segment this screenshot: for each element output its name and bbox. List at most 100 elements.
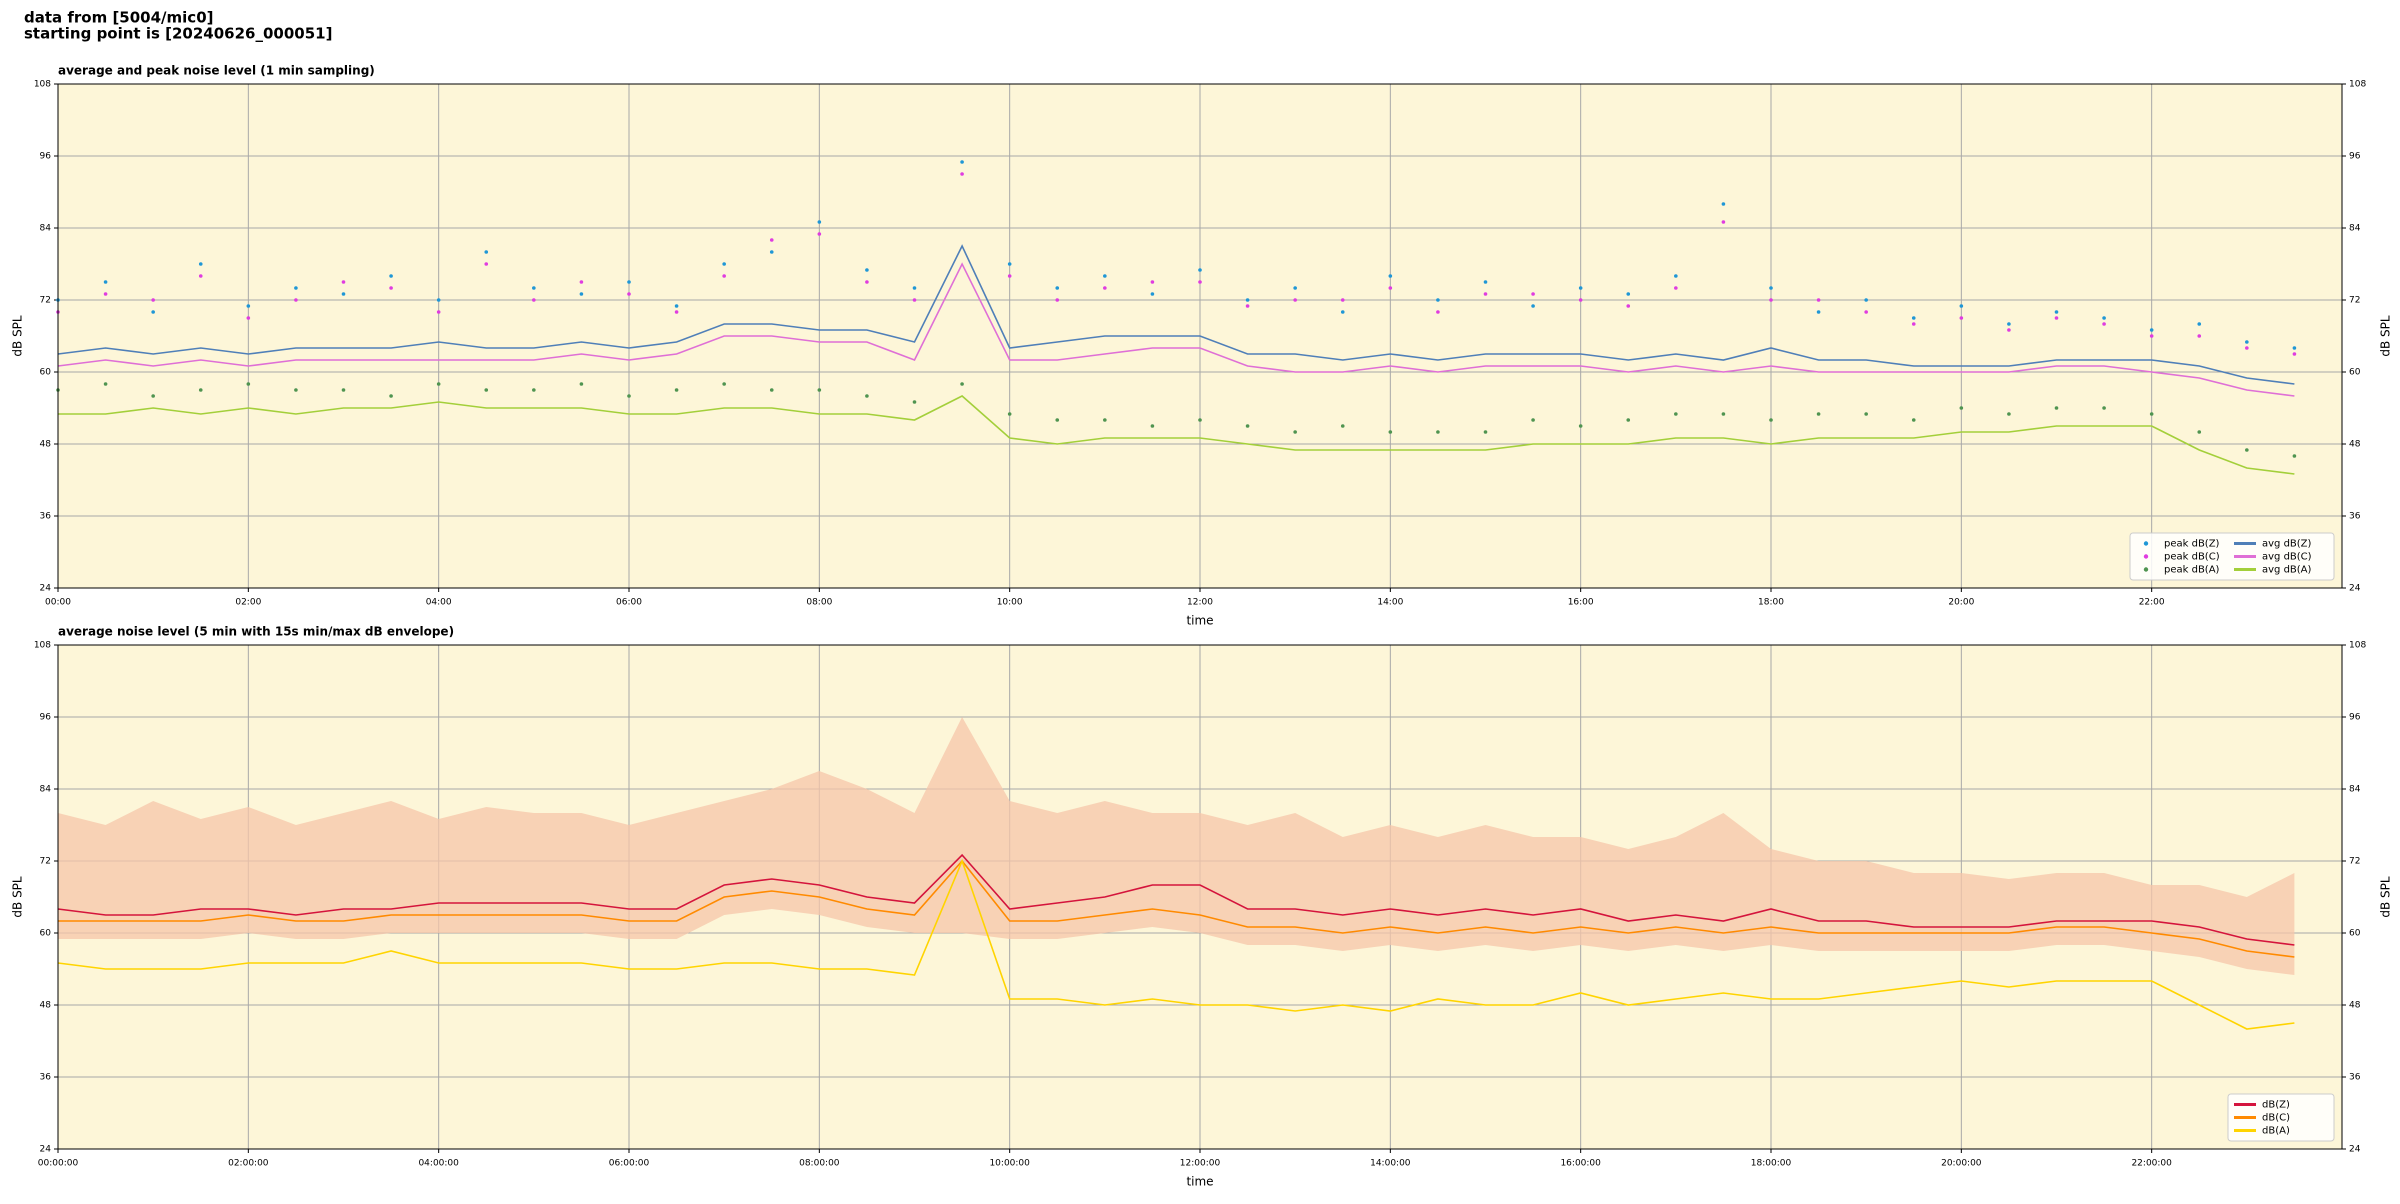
y-tick-label-right: 84 xyxy=(2349,785,2361,795)
peak-marker xyxy=(817,220,822,224)
peak-marker xyxy=(1198,280,1202,284)
x-tick-label: 14:00:00 xyxy=(1370,1159,1411,1169)
header-line: data from [5004/mic0] xyxy=(24,9,214,27)
peak-marker xyxy=(769,388,774,392)
series-line xyxy=(57,262,2295,397)
peak-marker xyxy=(2007,328,2011,332)
peak-marker xyxy=(1769,298,1773,302)
x-tick-label: 06:00 xyxy=(616,598,642,608)
peak-marker xyxy=(912,400,917,404)
y-tick-label: 84 xyxy=(40,224,52,234)
y-tick-label: 48 xyxy=(40,1001,52,1011)
panel-title: average and peak noise level (1 min samp… xyxy=(58,64,375,78)
peak-marker xyxy=(1769,418,1773,422)
peak-marker xyxy=(1674,286,1678,290)
panel: average and peak noise level (1 min samp… xyxy=(11,64,2393,628)
peak-marker xyxy=(865,280,869,284)
peak-marker xyxy=(1911,322,1916,326)
y-tick-label-right: 48 xyxy=(2349,1001,2361,1011)
legend-marker xyxy=(2143,541,2149,546)
plot-frame xyxy=(57,644,2343,1150)
peak-marker xyxy=(103,292,108,296)
peak-marker xyxy=(674,304,679,308)
x-tick-label: 12:00:00 xyxy=(1180,1159,1221,1169)
peak-marker xyxy=(341,292,346,296)
y-tick-label-right: 60 xyxy=(2349,368,2361,378)
y-tick-label-right: 72 xyxy=(2349,857,2360,867)
peak-marker xyxy=(2102,322,2106,326)
peak-marker xyxy=(1864,412,1868,416)
peak-marker xyxy=(1103,286,1107,290)
x-tick-label: 10:00:00 xyxy=(989,1159,1030,1169)
y-tick-label-right: 36 xyxy=(2349,512,2361,522)
x-tick-label: 02:00:00 xyxy=(228,1159,269,1169)
legend-label: dB(A) xyxy=(2262,1126,2290,1137)
peak-marker xyxy=(389,274,393,278)
peak-marker xyxy=(1388,430,1393,434)
peak-marker xyxy=(627,280,631,284)
peak-marker xyxy=(532,298,536,302)
peak-marker xyxy=(1626,304,1631,308)
x-tick-label: 22:00 xyxy=(2139,598,2165,608)
peak-marker xyxy=(1864,310,1868,314)
peak-marker xyxy=(1150,424,1155,428)
peak-marker xyxy=(627,394,631,398)
y-tick-label: 72 xyxy=(40,296,51,306)
peak-marker xyxy=(246,382,251,386)
peak-marker xyxy=(1436,310,1440,314)
peak-marker xyxy=(2007,412,2011,416)
peak-marker xyxy=(1103,274,1107,278)
peak-marker xyxy=(1340,298,1345,302)
x-tick-label: 12:00 xyxy=(1187,598,1213,608)
peak-marker xyxy=(1531,292,1535,296)
legend-label: dB(Z) xyxy=(2262,1100,2290,1111)
peak-marker xyxy=(103,280,108,284)
peak-marker xyxy=(2054,406,2059,410)
peak-marker xyxy=(1531,418,1535,422)
peak-marker xyxy=(2102,316,2106,320)
legend-box xyxy=(2129,532,2335,581)
x-tick-label: 08:00:00 xyxy=(799,1159,840,1169)
peak-marker xyxy=(1007,412,1012,416)
x-tick-label: 08:00 xyxy=(806,598,832,608)
peak-marker xyxy=(1626,292,1631,296)
peak-marker xyxy=(1245,424,1250,428)
peak-marker xyxy=(436,310,441,314)
peak-marker xyxy=(579,382,584,386)
peak-marker xyxy=(722,274,726,278)
x-tick-label: 06:00:00 xyxy=(609,1159,650,1169)
peak-marker xyxy=(1007,274,1012,278)
peak-marker xyxy=(2292,454,2297,458)
y-tick-label: 36 xyxy=(40,512,52,522)
y-tick-label: 24 xyxy=(40,1145,52,1155)
peak-marker xyxy=(674,388,679,392)
peak-marker xyxy=(2149,412,2154,416)
peak-marker xyxy=(2054,316,2059,320)
y-tick-label: 60 xyxy=(40,929,52,939)
peak-marker xyxy=(1150,292,1155,296)
x-tick-label: 10:00 xyxy=(997,598,1023,608)
peak-marker xyxy=(2292,346,2297,350)
x-tick-label: 16:00:00 xyxy=(1560,1159,1601,1169)
y-tick-label: 108 xyxy=(34,641,51,651)
peak-marker xyxy=(722,262,726,266)
series-line xyxy=(57,853,2295,946)
peak-marker xyxy=(627,292,631,296)
legend-label: peak dB(A) xyxy=(2164,565,2220,576)
peak-marker xyxy=(1245,304,1250,308)
y-tick-label-right: 48 xyxy=(2349,440,2361,450)
y-tick-label-right: 96 xyxy=(2349,713,2361,723)
x-tick-label: 18:00:00 xyxy=(1751,1159,1792,1169)
peak-marker xyxy=(1626,418,1631,422)
y-tick-label-right: 60 xyxy=(2349,929,2361,939)
peak-marker xyxy=(1198,418,1202,422)
peak-marker xyxy=(960,172,964,176)
legend-label: avg dB(A) xyxy=(2262,565,2312,576)
peak-marker xyxy=(865,394,869,398)
panel-title: average noise level (5 min with 15s min/… xyxy=(58,625,454,639)
peak-marker xyxy=(1007,262,1012,266)
peak-marker xyxy=(1293,298,1297,302)
peak-marker xyxy=(1245,298,1250,302)
peak-marker xyxy=(1769,286,1773,290)
peak-marker xyxy=(1816,310,1821,314)
